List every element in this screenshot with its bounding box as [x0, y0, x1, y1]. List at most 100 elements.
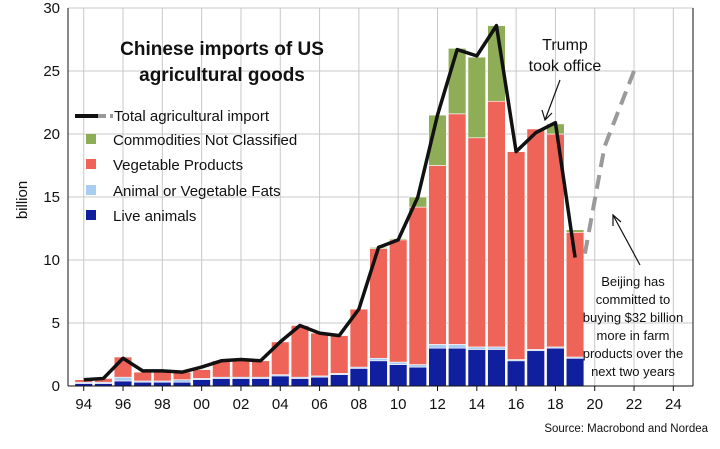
bar-animal-or-vegetable-fats-2010	[389, 361, 408, 365]
bar-live-animals-2011	[408, 366, 427, 387]
annotation-trump-arrow	[541, 79, 561, 122]
x-tick-label: 20	[586, 396, 603, 413]
bar-live-animals-2012	[428, 347, 447, 387]
bar-vegetable-products-2012	[428, 165, 447, 345]
x-tick-label: 18	[547, 396, 564, 413]
annotation-beijing-line-4: more in farm	[597, 328, 670, 343]
y-tick-label: 25	[43, 63, 60, 80]
bar-vegetable-products-2003	[251, 360, 270, 378]
bar-animal-or-vegetable-fats-2015	[487, 346, 506, 350]
line-series	[83, 23, 636, 382]
bar-vegetable-products-2013	[448, 113, 467, 345]
bar-animal-or-vegetable-fats-1996	[113, 376, 133, 382]
y-axis-label: billion	[14, 181, 31, 219]
bar-live-animals-1996	[113, 380, 133, 387]
bar-animal-or-vegetable-fats-2009	[369, 357, 388, 362]
annotation-beijing-line-6: next two years	[591, 364, 675, 379]
bar-vegetable-products-2011	[408, 206, 427, 365]
bar-live-animals-1999	[172, 381, 192, 387]
y-tick-label: 20	[43, 126, 60, 143]
annotation-beijing-arrow	[612, 213, 641, 266]
x-tick-label: 04	[272, 396, 289, 413]
legend-swatch-commodities	[86, 134, 96, 144]
bar-live-animals-2017	[526, 350, 545, 387]
x-tick-label: 12	[429, 396, 446, 413]
bar-vegetable-products-2000	[192, 369, 211, 379]
x-tick-label: 24	[665, 396, 682, 413]
x-tick-label: 96	[115, 396, 132, 413]
legend-swatch-fats	[86, 185, 96, 195]
bar-commodities-not-classified-2019	[565, 229, 585, 233]
annotation-trump-line-2: took office	[529, 58, 602, 75]
bar-live-animals-1998	[153, 381, 172, 387]
bar-animal-or-vegetable-fats-2012	[428, 344, 447, 349]
legend: Total agricultural import Commodities No…	[75, 108, 297, 225]
bar-live-animals-2003	[251, 378, 270, 387]
legend-label-live-animals: Live animals	[113, 208, 196, 225]
x-tick-label: 08	[351, 396, 368, 413]
bar-vegetable-products-2014	[467, 137, 486, 348]
bar-live-animals-2010	[389, 364, 408, 387]
total-import-line	[83, 23, 577, 382]
x-tick-label: 06	[311, 396, 328, 413]
axes: 0 5 10 15 20 25 30 94 96 98 00 02 04 06 08 10 12 14 16 18 20…	[43, 0, 694, 413]
bar-live-animals-2000	[192, 379, 211, 387]
bar-live-animals-2001	[212, 378, 231, 387]
bar-live-animals-2002	[231, 378, 251, 387]
bar-live-animals-2009	[369, 360, 388, 387]
x-tick-label: 98	[154, 396, 171, 413]
y-tick-label: 0	[52, 378, 60, 395]
x-tick-label: 94	[75, 396, 92, 413]
annotation-beijing-line-2: committed to	[596, 292, 670, 307]
bar-animal-or-vegetable-fats-2014	[467, 346, 486, 350]
x-tick-label: 10	[390, 396, 407, 413]
bar-vegetable-products-2010	[389, 239, 408, 363]
bar-live-animals-2005	[290, 378, 310, 387]
bar-vegetable-products-2017	[526, 128, 545, 350]
x-tick-label: 16	[508, 396, 525, 413]
source-note: Source: Macrobond and Nordea	[544, 423, 708, 435]
x-tick-label: 14	[468, 396, 485, 413]
chart-title-line-1: Chinese imports of US	[120, 39, 324, 60]
legend-swatch-vegetable	[86, 159, 96, 169]
bar-live-animals-2018	[546, 347, 565, 387]
bar-vegetable-products-1997	[133, 371, 152, 382]
bar-commodities-not-classified-2013	[448, 48, 467, 115]
legend-label-vegetable: Vegetable Products	[113, 157, 243, 174]
bar-commodities-not-classified-2014	[467, 56, 486, 139]
y-tick-label: 10	[43, 252, 60, 269]
annotation-beijing-line-5: products over the	[583, 346, 683, 361]
legend-label-total: Total agricultural import	[114, 108, 270, 125]
annotation-trump-line-1: Trump	[542, 37, 588, 54]
x-tick-label: 22	[626, 396, 643, 413]
bar-animal-or-vegetable-fats-2011	[408, 364, 427, 368]
bar-vegetable-products-2006	[310, 332, 329, 377]
legend-swatch-live-animals	[86, 210, 96, 220]
bar-live-animals-2016	[506, 360, 526, 387]
x-tick-label: 00	[193, 396, 210, 413]
bar-animal-or-vegetable-fats-2013	[448, 344, 467, 349]
bar-live-animals-2013	[448, 347, 467, 387]
projection-dashed-line	[582, 70, 636, 255]
y-tick-label: 15	[43, 189, 60, 206]
bar-vegetable-products-2015	[487, 100, 506, 348]
annotation-beijing-line-1: Beijing has	[601, 274, 665, 289]
bar-live-animals-2006	[310, 376, 329, 387]
bar-live-animals-2007	[330, 374, 349, 387]
annotation-beijing-line-3: buying $32 billion	[583, 310, 683, 325]
bar-vegetable-products-2002	[231, 359, 251, 378]
bar-live-animals-2004	[271, 375, 290, 387]
legend-label-fats: Animal or Vegetable Fats	[113, 183, 281, 200]
y-tick-label: 5	[52, 315, 60, 332]
bar-live-animals-1997	[133, 381, 152, 387]
legend-label-commodities: Commodities Not Classified	[113, 132, 297, 149]
bar-live-animals-2015	[487, 349, 506, 387]
bar-animal-or-vegetable-fats-1999	[172, 379, 192, 383]
bar-live-animals-2014	[467, 349, 486, 387]
annotation-beijing: Beijing has committed to buying $32 bill…	[583, 274, 683, 379]
y-tick-label: 30	[43, 0, 60, 17]
x-tick-label: 02	[233, 396, 250, 413]
bar-vegetable-products-2016	[506, 151, 526, 360]
bar-vegetable-products-2007	[330, 335, 349, 374]
